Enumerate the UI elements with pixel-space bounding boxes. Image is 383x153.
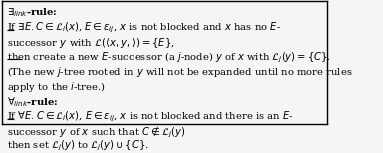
Text: apply to the $i$-tree.): apply to the $i$-tree.)	[7, 80, 105, 94]
Text: then set $\mathcal{L}_j(y)$ to $\mathcal{L}_j(y) \cup \{C\}$.: then set $\mathcal{L}_j(y)$ to $\mathcal…	[7, 139, 148, 153]
Text: (The new $j$-tree rooted in $y$ will not be expanded until no more rules: (The new $j$-tree rooted in $y$ will not…	[7, 65, 352, 79]
Text: then create a new $E$-successor (a $j$-node) $y$ of $x$ with $\mathcal{L}_j(y) =: then create a new $E$-successor (a $j$-n…	[7, 50, 331, 65]
Text: If $\forall E.C \in \mathcal{L}_i(x)$, $E \in \epsilon_{ij}$, $x$ is not blocked: If $\forall E.C \in \mathcal{L}_i(x)$, $…	[7, 110, 293, 124]
Text: $\exists_{link}$-rule:: $\exists_{link}$-rule:	[7, 6, 57, 19]
Text: successor $y$ with $\mathcal{L}(\langle x, y,\rangle) = \{E\}$,: successor $y$ with $\mathcal{L}(\langle …	[7, 35, 174, 50]
Text: $\forall_{link}$-rule:: $\forall_{link}$-rule:	[7, 95, 58, 109]
Text: If $\exists E.C \in \mathcal{L}_i(x)$, $E \in \epsilon_{ij}$, $x$ is not blocked: If $\exists E.C \in \mathcal{L}_i(x)$, $…	[7, 21, 281, 35]
Text: successor $y$ of $x$ such that $C \notin \mathcal{L}_j(y)$: successor $y$ of $x$ such that $C \notin…	[7, 124, 185, 140]
